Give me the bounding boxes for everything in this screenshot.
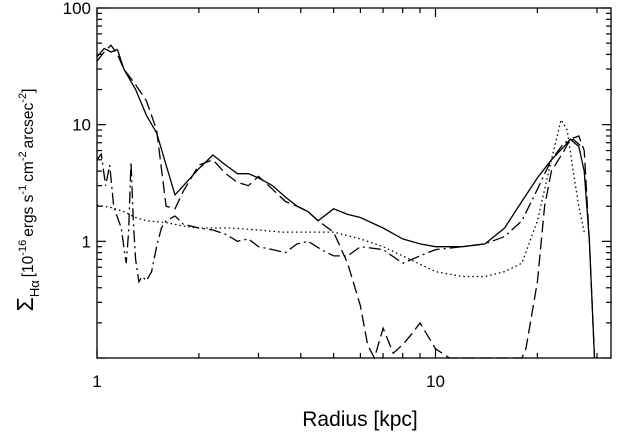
series-layer: [96, 44, 596, 360]
x-axis-title: Radius [kpc]: [302, 408, 418, 431]
y-label-exp3: -2: [17, 151, 29, 161]
plot-frame: [96, 7, 612, 359]
series-line-dash: [96, 44, 596, 360]
y-label-exp1: -16: [17, 240, 29, 256]
y-label-subscript: Hα: [27, 280, 42, 297]
y-label-units3: arcsec: [20, 102, 37, 148]
y-tick-label: 1: [82, 232, 91, 251]
y-label-symbol: Σ: [12, 297, 38, 311]
y-tick-label: 100: [63, 0, 91, 18]
y-label-close: ]: [20, 89, 37, 93]
y-label-units2: cm: [20, 161, 37, 182]
y-label-units1: ergs s: [20, 194, 37, 236]
series-line-solid: [96, 47, 596, 359]
series-line-dotted: [96, 118, 585, 278]
y-tick-label: 10: [72, 116, 91, 135]
x-tick-label: 10: [426, 372, 445, 391]
tick-layer: 1 10 100 10 1: [63, 0, 611, 391]
y-label-open: [10: [20, 255, 37, 277]
svg-text:ΣHα[10-16ergs s-1cm-2arcsec-2]: ΣHα[10-16ergs s-1cm-2arcsec-2]: [12, 89, 42, 312]
y-label-exp4: -2: [17, 93, 29, 103]
series-line-dashdot: [96, 138, 582, 284]
x-tick-label: 1: [92, 372, 101, 391]
y-label-exp2: -1: [17, 185, 29, 195]
y-axis-title: ΣHα[10-16ergs s-1cm-2arcsec-2]: [12, 89, 42, 312]
